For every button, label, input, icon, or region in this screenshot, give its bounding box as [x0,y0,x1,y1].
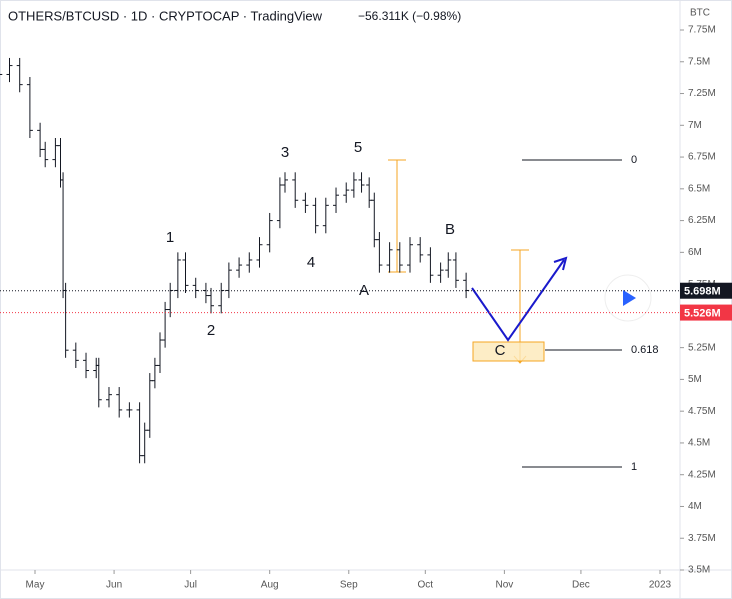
x-tick-label: Aug [261,580,279,591]
y-tick-label: 6.5M [688,183,710,194]
y-tick-label: 7.5M [688,56,710,67]
wave-label: 5 [354,139,362,156]
wave-label: 3 [281,144,289,161]
y-tick-label: 6M [688,247,702,258]
x-tick-label: Sep [340,580,358,591]
price-change: −56.311K (−0.98%) [358,9,461,23]
wave-label: B [445,221,455,238]
x-tick-label: 2023 [649,580,672,591]
y-tick-label: 5.25M [688,342,716,353]
y-tick-label: 6.25M [688,215,716,226]
x-tick-label: May [26,580,45,591]
wave-label: 4 [307,254,315,271]
price-tag-label: 5.526M [684,307,721,319]
y-tick-label: 4.5M [688,438,710,449]
price-tag [680,304,732,321]
play-icon[interactable] [623,290,636,306]
y-tick-label: 5M [688,374,702,385]
fib-label: 0.618 [631,344,659,356]
fib-label: 0 [631,154,637,166]
fib-label: 1 [631,461,637,473]
price-tag-label: 5.698M [684,286,721,298]
target-box [472,341,545,362]
y-tick-label: 4.75M [688,406,716,417]
y-tick-label: 3.75M [688,533,716,544]
x-tick-label: Nov [495,580,513,591]
y-tick-label: 7M [688,120,702,131]
axis-unit: BTC [690,8,710,19]
wave-label: C [495,342,506,359]
wave-label: A [359,282,369,299]
projection-path [471,256,568,342]
y-tick-label: 3.5M [688,565,710,576]
y-tick-label: 7.75M [688,25,716,36]
y-tick-label: 7.25M [688,88,716,99]
x-tick-label: Oct [418,580,434,591]
price-tag [680,282,732,299]
x-tick-label: Jul [184,580,197,591]
y-tick-label: 4M [688,501,702,512]
y-tick-label: 6.75M [688,152,716,163]
x-tick-label: Jun [106,580,122,591]
chart-title: OTHERS/BTCUSD · 1D · CRYPTOCAP · Trading… [8,8,323,23]
x-tick-label: Dec [572,580,590,591]
wave-label: 1 [166,229,174,246]
y-tick-label: 4.25M [688,469,716,480]
wave-label: 2 [207,322,215,339]
